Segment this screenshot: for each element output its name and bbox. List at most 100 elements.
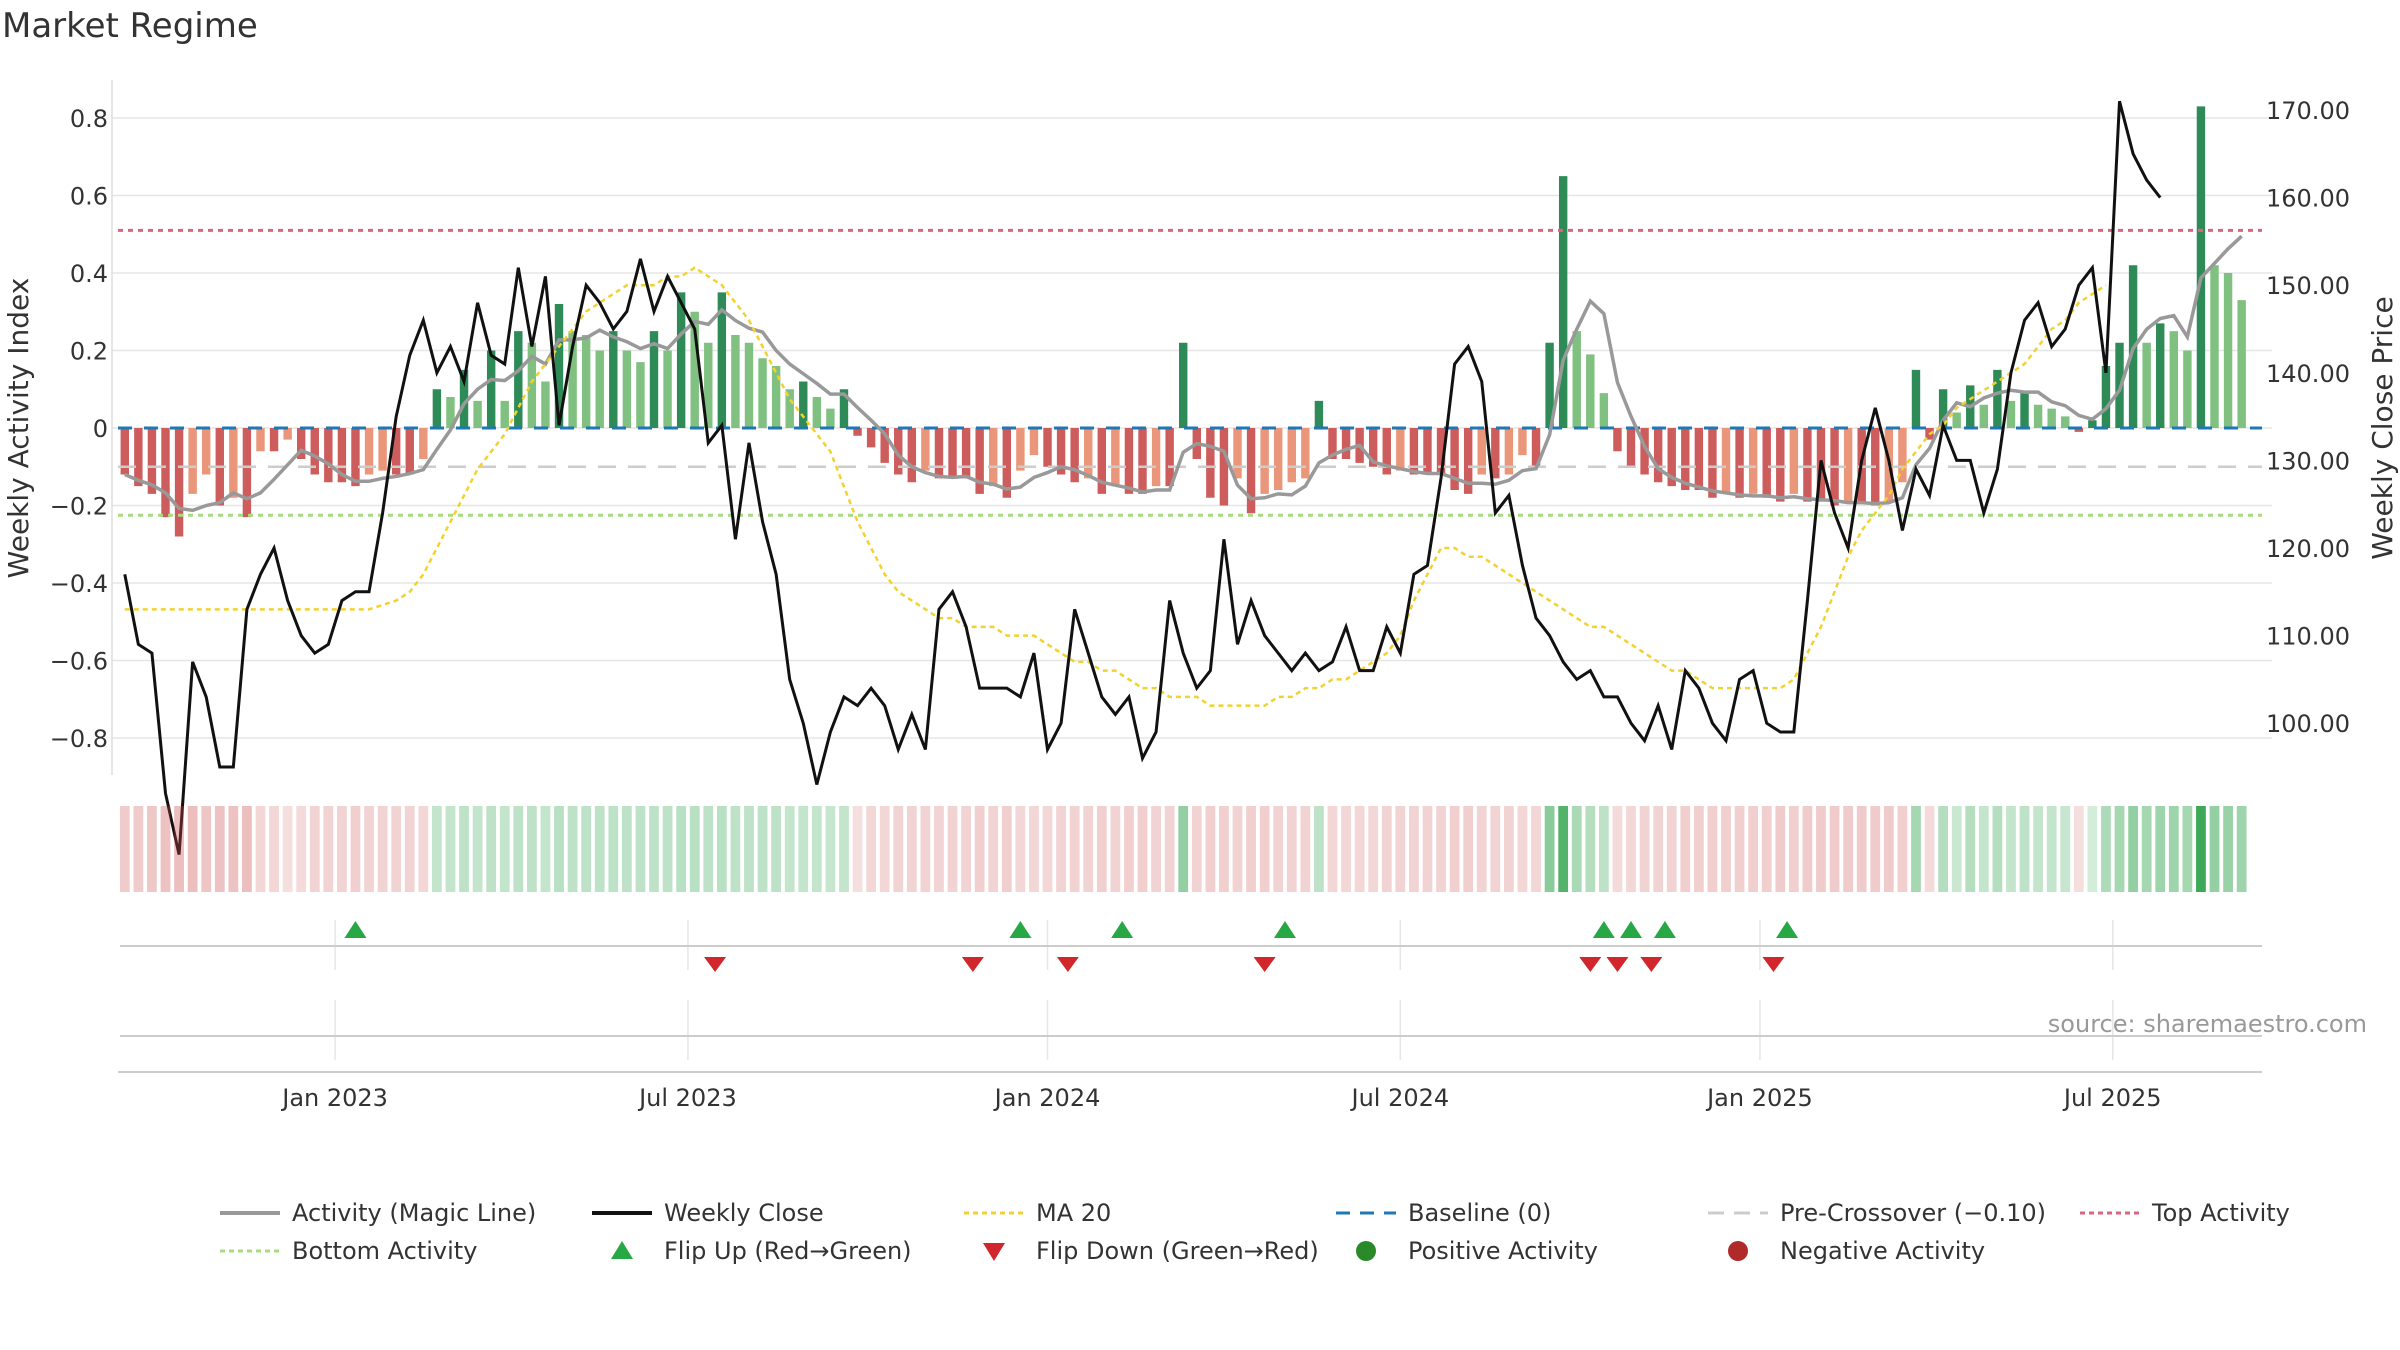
regime-strip-cell bbox=[744, 806, 754, 892]
regime-strip-cell bbox=[1409, 806, 1419, 892]
regime-strip-cell bbox=[1219, 806, 1229, 892]
activity-bar bbox=[1124, 428, 1134, 494]
regime-strip-cell bbox=[174, 806, 184, 892]
regime-strip-cell bbox=[1531, 806, 1541, 892]
activity-bar bbox=[1803, 428, 1812, 502]
regime-strip-cell bbox=[2006, 806, 2016, 892]
activity-bar bbox=[1776, 428, 1785, 502]
regime-strip-cell bbox=[866, 806, 876, 892]
regime-strip-cell bbox=[119, 806, 130, 892]
right-tick-label: 110.00 bbox=[2266, 623, 2350, 651]
activity-bar bbox=[486, 350, 496, 428]
regime-strip-cell bbox=[716, 806, 727, 892]
regime-strip-cell bbox=[1096, 806, 1107, 892]
flip-up-marker bbox=[1009, 921, 1032, 938]
regime-strip-cell bbox=[1178, 806, 1189, 892]
activity-bar bbox=[1029, 428, 1039, 456]
regime-strip-cell bbox=[879, 806, 890, 892]
activity-bar bbox=[1708, 428, 1717, 498]
flip-down-marker bbox=[704, 957, 727, 972]
regime-strip-cell bbox=[1639, 806, 1650, 892]
activity-magic-line bbox=[124, 234, 2243, 513]
legend-activity-swatch bbox=[220, 1211, 280, 1215]
regime-strip-cell bbox=[2019, 806, 2030, 892]
flip-up-marker bbox=[1273, 921, 1296, 938]
activity-bar bbox=[296, 428, 306, 459]
activity-bar bbox=[2223, 273, 2233, 428]
flip-up-marker bbox=[344, 921, 367, 938]
activity-bar bbox=[419, 428, 428, 459]
legend-top-activity-label: Top Activity bbox=[2152, 1199, 2290, 1227]
regime-strip-cell bbox=[404, 806, 415, 892]
regime-strip-cell bbox=[1205, 806, 1216, 892]
regime-strip-cell bbox=[540, 806, 551, 892]
legend-ma20: MA 20 bbox=[964, 1196, 1111, 1230]
regime-strip-cell bbox=[1164, 806, 1175, 892]
activity-bar bbox=[866, 428, 876, 448]
activity-bar bbox=[1626, 428, 1636, 467]
regime-strip-cell bbox=[2101, 806, 2111, 892]
left-tick-label: −0.2 bbox=[50, 493, 108, 521]
axes: 0.8 0.6 0.4 0.2 0 −0.2 −0.4 −0.6 −0.8 170.00 160.0… bbox=[2, 80, 2399, 1112]
regime-strip-cell bbox=[147, 806, 157, 892]
x-tick-label: Jan 2024 bbox=[993, 1084, 1101, 1112]
left-tick-label: 0.4 bbox=[70, 260, 108, 288]
x-tick-label: Jul 2025 bbox=[2062, 1084, 2162, 1112]
regime-strip-cell bbox=[1042, 806, 1053, 892]
flip-up-marker bbox=[1592, 921, 1615, 938]
activity-bar bbox=[1043, 428, 1052, 467]
activity-bar bbox=[514, 331, 523, 428]
left-tick-label: −0.8 bbox=[50, 725, 108, 753]
activity-bar bbox=[527, 342, 537, 428]
legend-top-activity-swatch bbox=[2080, 1211, 2140, 1215]
regime-strip-cell bbox=[2141, 806, 2152, 892]
activity-bar bbox=[378, 428, 387, 471]
regime-strip-cell bbox=[391, 806, 402, 892]
regime-strip-cell bbox=[1395, 806, 1406, 892]
activity-bar bbox=[1586, 354, 1595, 428]
activity-bar bbox=[1301, 428, 1310, 479]
activity-bar bbox=[1423, 428, 1432, 475]
regime-strip-cell bbox=[1300, 806, 1311, 892]
activity-bar bbox=[568, 331, 577, 428]
regime-strip-cell bbox=[472, 806, 483, 892]
regime-strip-cell bbox=[1911, 806, 1921, 892]
regime-strip-cell bbox=[1476, 806, 1487, 892]
left-tick-label: −0.4 bbox=[50, 570, 108, 598]
legend-flip-up: Flip Up (Red→Green) bbox=[592, 1234, 912, 1268]
flip-down-marker bbox=[1762, 957, 1785, 972]
regime-strip-cell bbox=[1327, 806, 1338, 892]
regime-strip-cell bbox=[689, 806, 700, 892]
x-tick-label: Jul 2024 bbox=[1349, 1084, 1449, 1112]
activity-bar bbox=[351, 428, 360, 487]
activity-bar bbox=[785, 389, 794, 428]
activity-bar bbox=[1097, 428, 1107, 494]
activity-bar bbox=[324, 428, 333, 483]
activity-bar bbox=[894, 428, 903, 475]
regime-strip-cell bbox=[1693, 806, 1704, 892]
regime-strip-cell bbox=[282, 806, 293, 892]
regime-strip-cell bbox=[377, 806, 388, 892]
activity-bar bbox=[758, 358, 767, 428]
activity-bar bbox=[120, 428, 129, 475]
activity-bar bbox=[446, 397, 455, 428]
regime-strip-cell bbox=[323, 806, 334, 892]
regime-strip-cell bbox=[1748, 806, 1759, 892]
right-tick-label: 100.00 bbox=[2266, 710, 2350, 738]
regime-strip-cell bbox=[757, 806, 768, 892]
regime-strip-cell bbox=[2046, 806, 2057, 892]
regime-strip-cell bbox=[1124, 806, 1134, 892]
legend-negative-activity: Negative Activity bbox=[1708, 1234, 1985, 1268]
chart-title: Market Regime bbox=[2, 6, 258, 46]
legend-negative-label: Negative Activity bbox=[1780, 1237, 1986, 1265]
legend-positive-activity: Positive Activity bbox=[1336, 1234, 1598, 1268]
legend-positive-swatch bbox=[1356, 1241, 1376, 1261]
left-tick-label: 0.2 bbox=[70, 338, 108, 366]
regime-strip-cell bbox=[1273, 806, 1284, 892]
regime-strip-cell bbox=[1368, 806, 1379, 892]
regime-strip-cell bbox=[364, 806, 374, 892]
activity-bar bbox=[2156, 323, 2165, 428]
regime-strip-cell bbox=[2128, 806, 2138, 892]
right-axis-label: Weekly Close Price bbox=[2366, 296, 2399, 559]
regime-strip-cell bbox=[1883, 806, 1894, 892]
